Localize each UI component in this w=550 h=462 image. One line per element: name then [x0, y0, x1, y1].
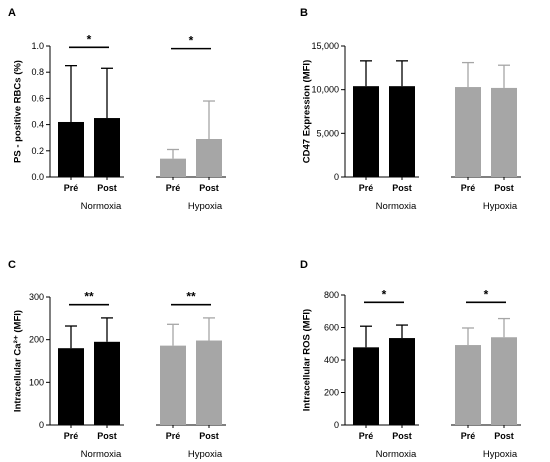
y-tick-label: 15,000: [311, 41, 339, 51]
bar: [353, 86, 379, 177]
category-label: Pré: [461, 431, 476, 441]
y-tick-label: 0.8: [31, 67, 44, 77]
bar: [160, 158, 186, 177]
category-label: Post: [392, 183, 412, 193]
category-label: Pré: [461, 183, 476, 193]
category-label: Post: [494, 431, 514, 441]
panel-D: D Intracellular ROS (MFI) 0 200 400 600 800 Pré…: [300, 259, 521, 460]
y-axis-label: CD47 Expression (MFI): [301, 60, 312, 163]
bar: [58, 121, 84, 177]
y-tick-label: 400: [324, 355, 339, 365]
category-label: Pré: [166, 183, 181, 193]
significance-marker: *: [382, 287, 387, 301]
y-tick-label: 5,000: [316, 128, 339, 138]
y-axis-label: Intracellular ROS (MFI): [301, 309, 312, 411]
group-label: Normoxia: [81, 449, 122, 460]
category-label: Pré: [359, 183, 374, 193]
y-tick-label: 0: [334, 172, 339, 182]
y-tick-label: 0.4: [31, 120, 44, 130]
panel-letter: C: [8, 259, 16, 271]
y-tick-label: 0: [39, 420, 44, 430]
y-tick-label: 10,000: [311, 85, 339, 95]
y-tick-label: 300: [29, 292, 44, 302]
bar: [58, 348, 84, 425]
group-label: Normoxia: [376, 449, 417, 460]
category-label: Post: [199, 431, 219, 441]
category-label: Post: [97, 183, 117, 193]
y-tick-label: 800: [324, 290, 339, 300]
category-label: Post: [494, 183, 514, 193]
panel-letter: D: [300, 259, 308, 271]
group-label: Normoxia: [81, 201, 122, 212]
bar: [455, 87, 481, 177]
y-axis-label: Intracellular Ca²⁺ (MFI): [12, 310, 23, 412]
group-label: Hypoxia: [188, 201, 223, 212]
y-tick-label: 1.0: [31, 41, 44, 51]
category-label: Pré: [166, 431, 181, 441]
bar: [196, 139, 222, 177]
significance-marker: *: [189, 34, 194, 48]
bar: [196, 340, 222, 425]
category-label: Post: [199, 183, 219, 193]
y-tick-label: 0.2: [31, 146, 44, 156]
y-tick-label: 600: [324, 323, 339, 333]
category-label: Post: [392, 431, 412, 441]
y-tick-label: 200: [324, 388, 339, 398]
bar: [389, 338, 415, 425]
panel-B: B CD47 Expression (MFI) 0 5,000 10,000 15,000…: [300, 7, 521, 212]
bar: [389, 86, 415, 177]
y-tick-label: 200: [29, 335, 44, 345]
y-tick-label: 100: [29, 377, 44, 387]
panel-letter: A: [8, 7, 16, 19]
y-axis-label: PS - positive RBCs (%): [12, 60, 23, 163]
group-label: Hypoxia: [483, 201, 518, 212]
bar: [491, 337, 517, 425]
category-label: Pré: [359, 431, 374, 441]
group-label: Normoxia: [376, 201, 417, 212]
panel-A: A PS - positive RBCs (%) 0.0 0.2 0.4 0.6 0.8 1.…: [8, 7, 226, 212]
significance-marker: **: [186, 290, 196, 304]
panel-C: C Intracellular Ca²⁺ (MFI) 0 100 200 300 Pré Po…: [8, 259, 226, 460]
y-tick-label: 0.0: [31, 172, 44, 182]
y-tick-label: 0.6: [31, 93, 44, 103]
category-label: Pré: [64, 431, 79, 441]
bar: [160, 345, 186, 425]
category-label: Pré: [64, 183, 79, 193]
significance-marker: *: [484, 287, 489, 301]
group-label: Hypoxia: [188, 449, 223, 460]
category-label: Post: [97, 431, 117, 441]
bar: [94, 341, 120, 425]
bar: [94, 118, 120, 177]
panel-letter: B: [300, 7, 308, 19]
significance-marker: *: [87, 32, 92, 46]
group-label: Hypoxia: [483, 449, 518, 460]
bar: [353, 347, 379, 425]
bar: [491, 87, 517, 177]
y-tick-label: 0: [334, 420, 339, 430]
bar: [455, 345, 481, 425]
significance-marker: **: [84, 290, 94, 304]
